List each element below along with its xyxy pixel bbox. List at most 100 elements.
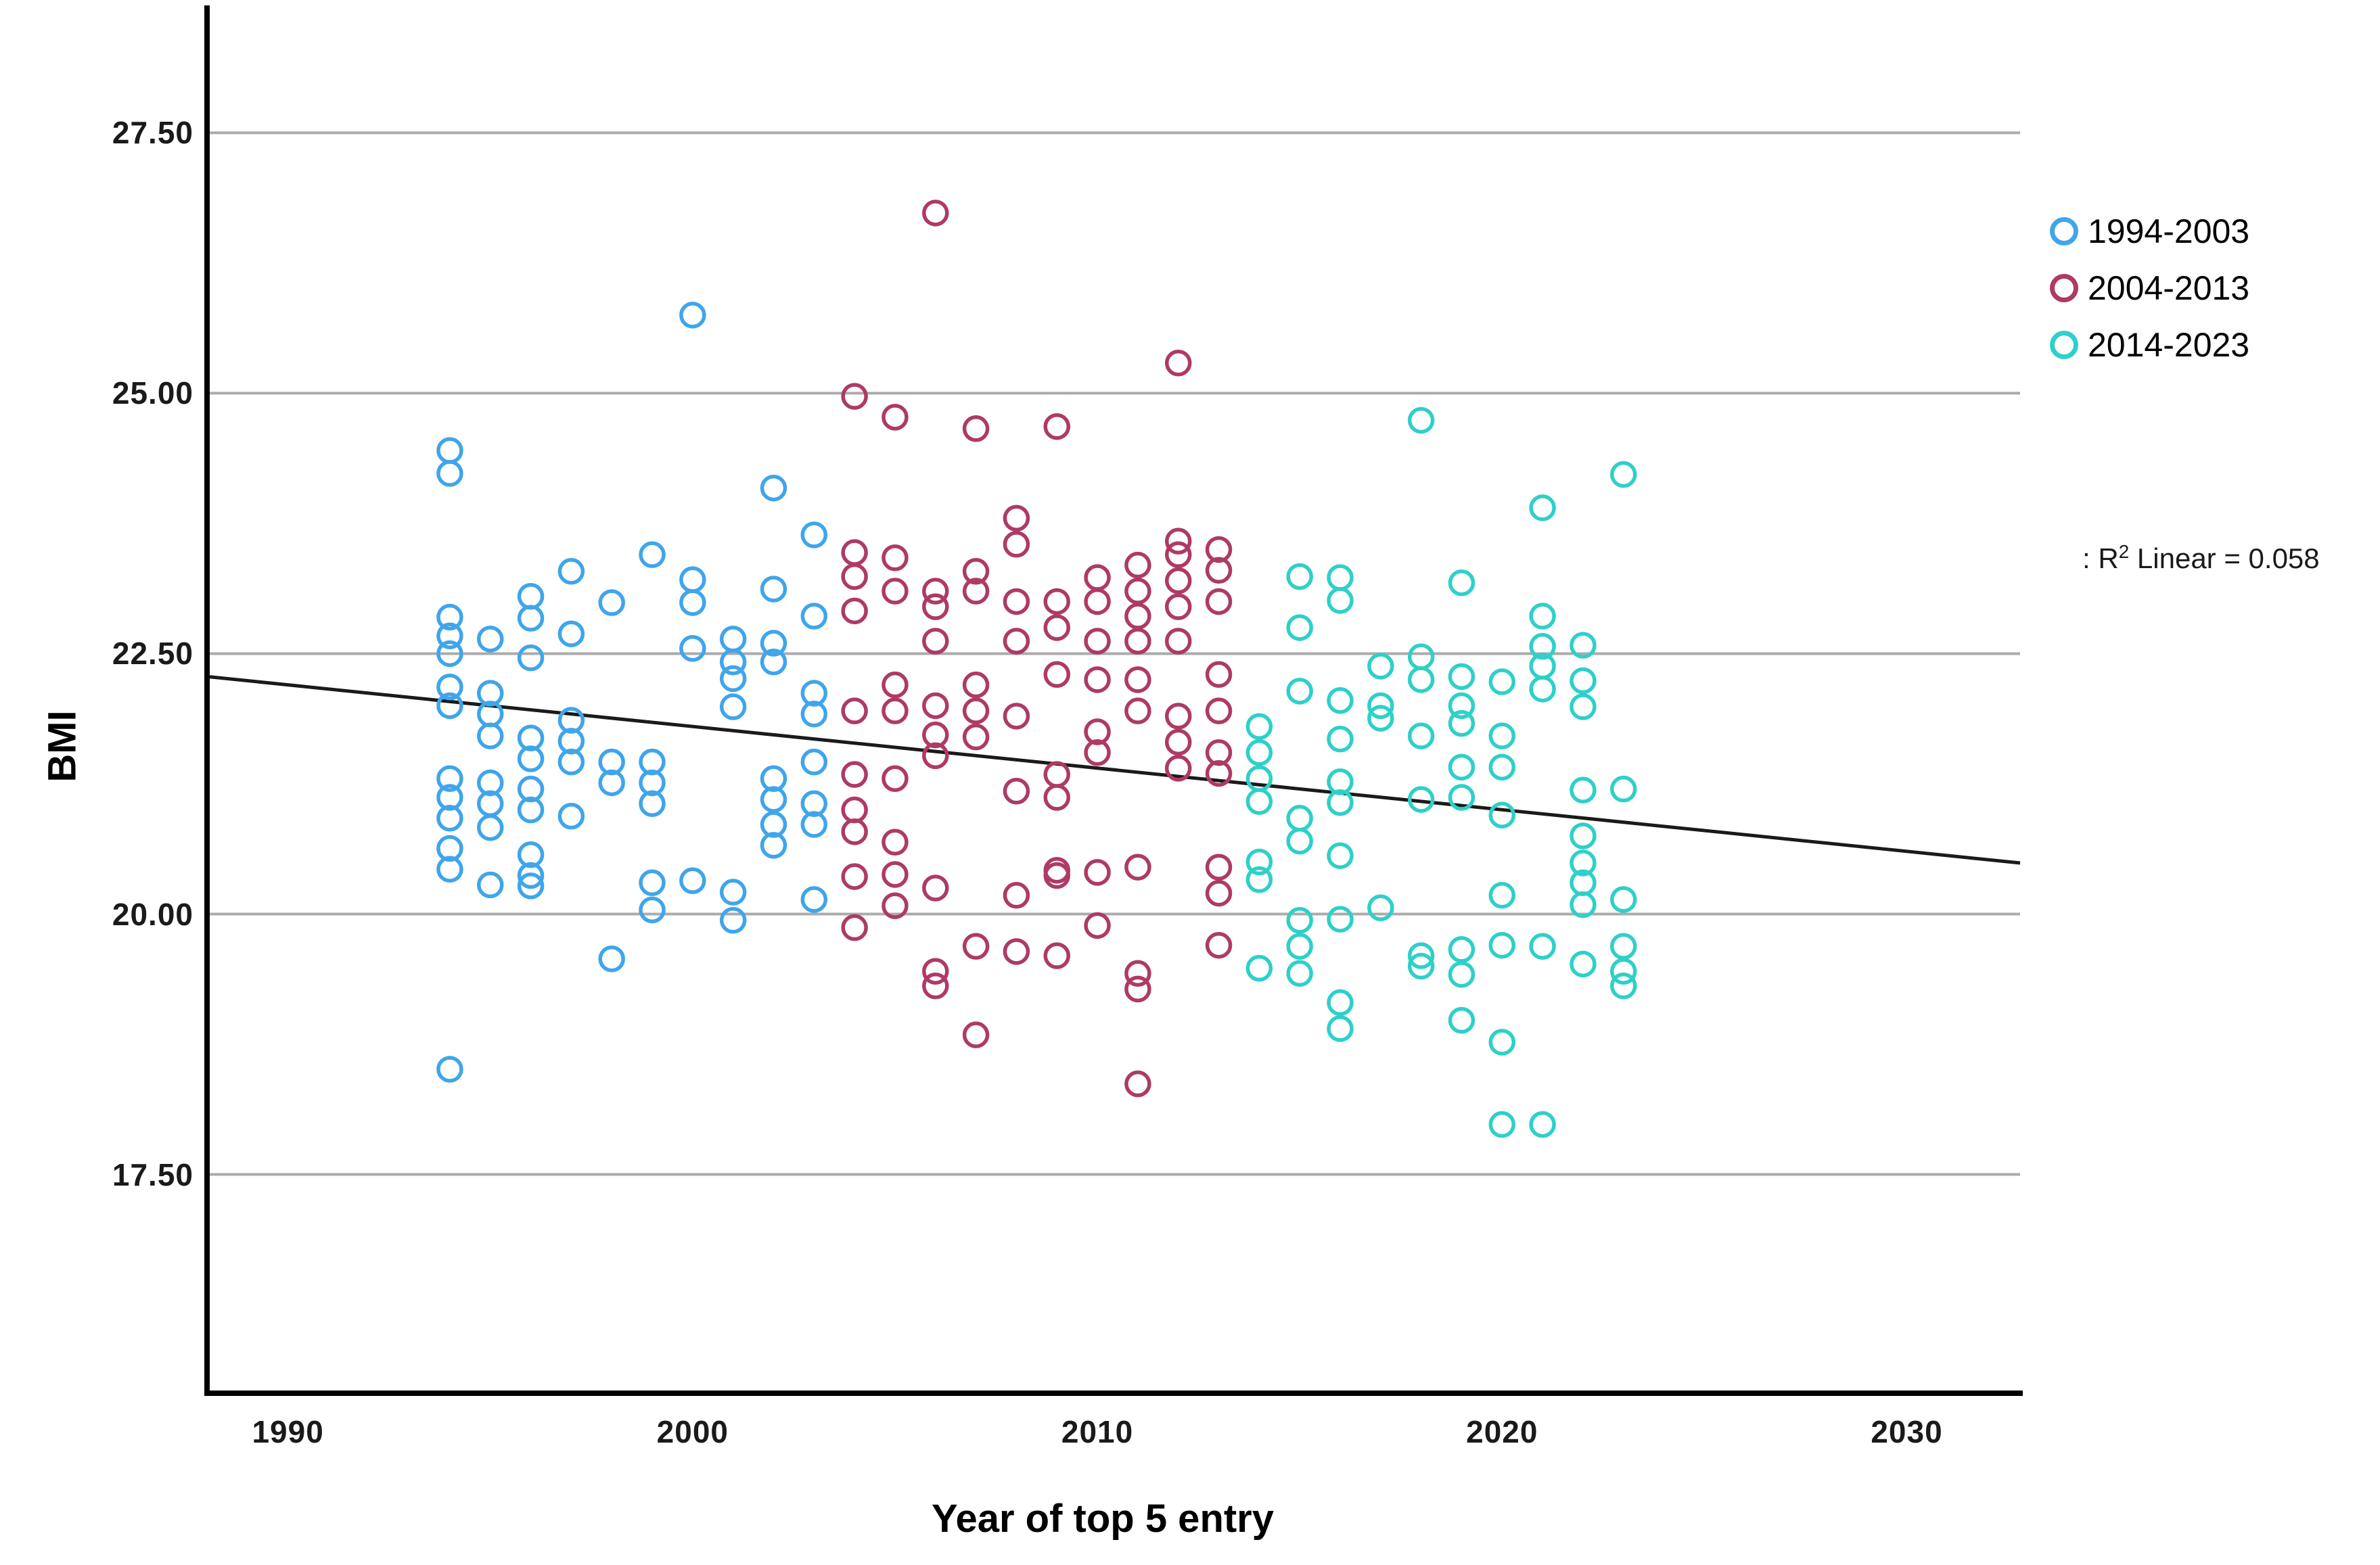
scatter-point: [1327, 789, 1354, 816]
scatter-point: [1529, 1111, 1556, 1138]
scatter-point: [598, 769, 625, 797]
scatter-point: [1205, 760, 1233, 787]
scatter-point: [1205, 879, 1233, 907]
scatter-point: [436, 856, 463, 883]
scatter-point: [760, 811, 787, 838]
scatter-point: [1043, 942, 1070, 969]
scatter-point: [1245, 866, 1273, 893]
scatter-point: [679, 302, 706, 329]
scatter-point: [436, 460, 463, 487]
scatter-point: [679, 566, 706, 593]
scatter-point: [1164, 349, 1192, 377]
scatter-point: [436, 622, 463, 650]
scatter-point: [1488, 1029, 1516, 1056]
scatter-point: [557, 620, 585, 647]
scatter-point: [1488, 753, 1516, 781]
scatter-point: [1164, 755, 1192, 782]
scatter-point: [1003, 938, 1030, 965]
scatter-point: [1570, 822, 1597, 849]
y-tick-label: 20.00: [112, 896, 193, 932]
scatter-point: [1245, 848, 1273, 876]
scatter-point: [1164, 728, 1192, 756]
scatter-point: [1448, 1006, 1475, 1034]
scatter-point: [962, 1021, 990, 1048]
scatter-point: [477, 769, 504, 797]
scatter-point: [841, 818, 868, 845]
scatter-point: [1205, 739, 1233, 766]
scatter-point: [719, 693, 747, 720]
scatter-point: [1327, 906, 1354, 933]
scatter-point: [1205, 536, 1233, 563]
scatter-point: [1570, 667, 1597, 695]
scatter-point: [841, 796, 868, 824]
r-squared-annotation: : R2 Linear = 0.058: [2082, 541, 2320, 575]
scatter-point: [841, 539, 868, 566]
scatter-point: [962, 933, 990, 960]
scatter-point: [882, 892, 909, 919]
scatter-point: [1407, 952, 1435, 980]
scatter-point: [922, 692, 949, 720]
scatter-point: [1367, 653, 1394, 680]
scatter-point: [800, 680, 828, 707]
scatter-point: [477, 626, 504, 653]
scatter-point: [1448, 753, 1475, 781]
scatter-point: [1327, 989, 1354, 1017]
scatter-point: [882, 765, 909, 793]
scatter-point: [517, 724, 545, 751]
scatter-point: [1327, 1015, 1354, 1042]
scatter-point: [1407, 786, 1435, 813]
scatter-point: [760, 474, 787, 502]
scatter-point: [1245, 713, 1273, 741]
scatter-point: [1327, 842, 1354, 870]
scatter-point: [800, 790, 828, 817]
scatter-point: [760, 765, 787, 793]
scatter-point: [1043, 588, 1070, 615]
scatter-point: [760, 576, 787, 603]
scatter-point: [882, 544, 909, 571]
scatter-point: [841, 761, 868, 788]
legend-label: 2014-2023: [2088, 326, 2250, 364]
scatter-point: [1448, 936, 1475, 963]
scatter-point: [1286, 827, 1313, 855]
scatter-point: [1124, 628, 1151, 655]
scatter-point: [1164, 567, 1192, 594]
scatter-point: [882, 404, 909, 431]
scatter-point: [1529, 676, 1556, 703]
scatter-point: [1205, 931, 1233, 959]
scatter-point: [1448, 663, 1475, 691]
scatter-point: [962, 697, 990, 724]
scatter-point: [1407, 942, 1435, 969]
scatter-point: [1003, 628, 1030, 655]
scatter-point: [800, 748, 828, 776]
scatter-point: [517, 583, 545, 610]
scatter-point: [1084, 912, 1111, 939]
legend-swatch-circle-icon: [2050, 331, 2078, 359]
scatter-point: [1286, 678, 1313, 705]
scatter-point: [1610, 775, 1637, 803]
scatter-point: [760, 786, 787, 813]
scatter-point: [1610, 958, 1637, 985]
scatter-point: [841, 563, 868, 590]
scatter-point: [1407, 406, 1435, 434]
scatter-point: [922, 973, 949, 1000]
legend: 1994-2003 2004-2013 2014-2023: [2050, 203, 2249, 373]
scatter-point: [1043, 784, 1070, 811]
scatter-point: [679, 635, 706, 662]
scatter-point: [1286, 907, 1313, 934]
scatter-point: [882, 671, 909, 699]
scatter-point: [1084, 718, 1111, 745]
scatter-point: [1488, 722, 1516, 749]
scatter-point: [922, 742, 949, 770]
scatter-point: [962, 723, 990, 751]
y-tick-label: 27.50: [112, 115, 193, 151]
scatter-point: [1448, 569, 1475, 597]
scatter-point: [1084, 859, 1111, 886]
scatter-point: [800, 701, 828, 728]
scatter-point: [719, 626, 747, 653]
y-tick-label: 17.50: [112, 1157, 193, 1192]
scatter-point: [1205, 697, 1233, 724]
r-squared-suffix: Linear = 0.058: [2129, 542, 2320, 574]
scatter-point: [477, 871, 504, 899]
scatter-point: [1488, 882, 1516, 909]
scatter-point: [882, 828, 909, 856]
